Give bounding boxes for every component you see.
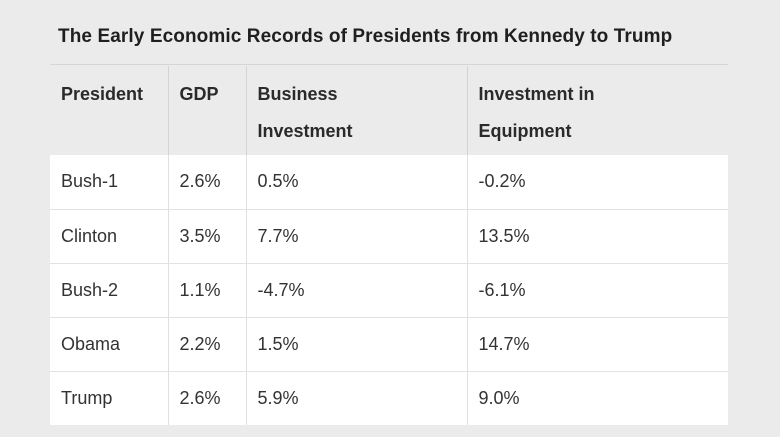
cell-equipment-investment: 13.5% <box>467 209 728 264</box>
cell-business-investment: -4.7% <box>246 263 468 318</box>
header-gdp: GDP <box>168 66 247 155</box>
cell-equipment-investment: -6.1% <box>467 263 728 318</box>
header-equipment-line2: Equipment <box>478 121 572 141</box>
cell-equipment-investment: 9.0% <box>467 371 728 425</box>
cell-gdp: 1.1% <box>168 263 247 318</box>
cell-gdp: 2.2% <box>168 317 247 372</box>
cell-president: Trump <box>50 371 169 425</box>
table-row: Bush-2 1.1% -4.7% -6.1% <box>50 263 728 318</box>
cell-business-investment: 0.5% <box>246 155 468 210</box>
cell-president: Bush-1 <box>50 155 169 210</box>
cell-business-investment: 7.7% <box>246 209 468 264</box>
cell-president: Obama <box>50 317 169 372</box>
table-row: Bush-1 2.6% 0.5% -0.2% <box>50 155 728 210</box>
cell-gdp: 3.5% <box>168 209 247 264</box>
header-business-line2: Investment <box>257 121 353 141</box>
header-gdp-label: GDP <box>179 84 219 104</box>
table-row: Trump 2.6% 5.9% 9.0% <box>50 371 728 425</box>
header-row: President GDP Business Investment Invest… <box>50 66 728 155</box>
header-president-label: President <box>61 84 144 104</box>
cell-gdp: 2.6% <box>168 371 247 425</box>
cell-equipment-investment: 14.7% <box>467 317 728 372</box>
cell-business-investment: 5.9% <box>246 371 468 425</box>
header-equipment-line1: Investment in <box>478 84 595 104</box>
table-row: Obama 2.2% 1.5% 14.7% <box>50 317 728 372</box>
header-business-investment: Business Investment <box>246 66 468 155</box>
cell-president: Bush-2 <box>50 263 169 318</box>
cell-business-investment: 1.5% <box>246 317 468 372</box>
table-row: Clinton 3.5% 7.7% 13.5% <box>50 209 728 264</box>
cell-equipment-investment: -0.2% <box>467 155 728 210</box>
data-table: President GDP Business Investment Invest… <box>50 66 728 425</box>
title-divider <box>50 64 728 65</box>
cell-gdp: 2.6% <box>168 155 247 210</box>
header-president: President <box>50 66 169 155</box>
header-investment-in-equipment: Investment in Equipment <box>467 66 728 155</box>
header-business-line1: Business <box>257 84 338 104</box>
cell-president: Clinton <box>50 209 169 264</box>
table-title: The Early Economic Records of Presidents… <box>58 26 673 47</box>
